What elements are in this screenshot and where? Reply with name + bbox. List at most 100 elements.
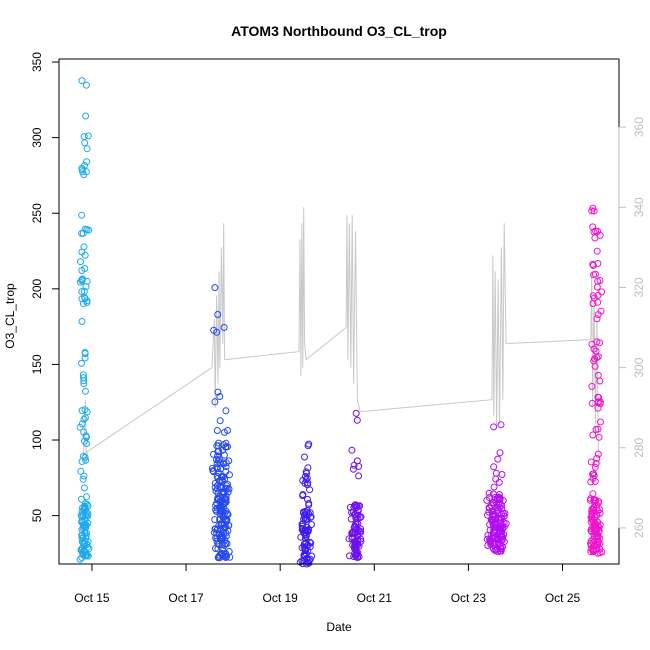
data-point bbox=[82, 81, 90, 89]
data-point bbox=[588, 207, 596, 215]
data-point bbox=[597, 307, 605, 315]
data-point bbox=[81, 500, 89, 508]
data-point bbox=[80, 547, 87, 555]
data-point bbox=[214, 545, 222, 553]
data-point bbox=[345, 535, 353, 543]
data-point bbox=[213, 442, 221, 450]
data-point bbox=[83, 158, 91, 166]
right-tick-label: 300 bbox=[632, 357, 646, 377]
data-point bbox=[81, 265, 89, 272]
data-point bbox=[214, 452, 222, 460]
data-point bbox=[357, 535, 365, 543]
data-point bbox=[348, 446, 356, 454]
data-point bbox=[223, 540, 231, 548]
data-point bbox=[483, 496, 491, 504]
data-point bbox=[81, 406, 89, 414]
data-point bbox=[78, 516, 86, 524]
data-point bbox=[591, 463, 599, 471]
data-point bbox=[491, 519, 499, 527]
data-point bbox=[596, 549, 604, 557]
data-point bbox=[81, 139, 89, 147]
ozone-line-layer bbox=[83, 207, 601, 464]
data-point bbox=[83, 493, 90, 501]
data-point bbox=[598, 288, 606, 296]
data-point bbox=[215, 531, 223, 539]
data-point bbox=[493, 506, 501, 514]
data-point bbox=[81, 225, 89, 233]
right-tick-label: 340 bbox=[632, 197, 646, 217]
data-point bbox=[224, 480, 232, 488]
data-point bbox=[78, 295, 86, 303]
data-point bbox=[307, 513, 315, 521]
data-point bbox=[490, 511, 498, 519]
data-point bbox=[593, 501, 600, 509]
data-point bbox=[77, 258, 84, 266]
data-point bbox=[216, 515, 224, 523]
x-tick-label: Oct 21 bbox=[357, 591, 393, 605]
y-tick-label: 300 bbox=[30, 127, 44, 147]
data-point bbox=[501, 509, 509, 517]
series-4 bbox=[345, 409, 365, 562]
data-point bbox=[300, 540, 308, 548]
data-point bbox=[350, 461, 358, 469]
data-point bbox=[78, 276, 86, 284]
data-point bbox=[81, 350, 89, 357]
data-point bbox=[214, 456, 222, 464]
y-axis-label: O3_CL_trop bbox=[3, 283, 17, 349]
data-point bbox=[490, 463, 498, 471]
data-point bbox=[83, 145, 91, 153]
data-point bbox=[590, 228, 598, 236]
data-point bbox=[595, 433, 603, 441]
data-point bbox=[500, 519, 508, 527]
data-point bbox=[78, 248, 86, 256]
data-point bbox=[304, 528, 312, 536]
data-point bbox=[497, 533, 505, 541]
data-point bbox=[487, 541, 495, 548]
data-point bbox=[592, 426, 600, 433]
data-point bbox=[348, 529, 356, 536]
data-point bbox=[496, 494, 504, 502]
data-point bbox=[225, 485, 233, 493]
points-layer bbox=[76, 77, 606, 568]
data-point bbox=[296, 558, 304, 566]
data-point bbox=[82, 456, 90, 464]
data-point bbox=[587, 478, 595, 486]
data-point bbox=[350, 530, 358, 538]
data-point bbox=[489, 532, 497, 540]
data-point bbox=[82, 387, 89, 395]
data-point bbox=[592, 460, 600, 467]
data-point bbox=[300, 543, 308, 551]
data-point bbox=[219, 534, 227, 542]
data-point bbox=[302, 550, 310, 558]
data-point bbox=[498, 530, 506, 538]
data-point bbox=[489, 499, 497, 507]
data-point bbox=[222, 443, 230, 451]
data-point bbox=[303, 469, 311, 477]
data-point bbox=[299, 491, 307, 498]
data-point bbox=[213, 465, 221, 473]
y-tick-label: 150 bbox=[30, 354, 44, 374]
data-point bbox=[78, 211, 86, 219]
data-point bbox=[589, 470, 597, 478]
data-point bbox=[498, 505, 506, 513]
data-point bbox=[211, 525, 219, 533]
data-point bbox=[221, 524, 229, 532]
data-point bbox=[78, 538, 86, 546]
data-point bbox=[76, 423, 84, 431]
data-point bbox=[222, 407, 230, 415]
data-point bbox=[587, 518, 595, 526]
data-point bbox=[492, 546, 500, 554]
right-tick-label: 320 bbox=[632, 277, 646, 297]
x-axis: Oct 15 Oct 17 Oct 19 Oct 21 Oct 23 Oct 25 bbox=[74, 563, 581, 605]
data-point bbox=[594, 260, 602, 267]
data-point bbox=[78, 359, 85, 367]
data-point bbox=[595, 394, 603, 401]
x-axis-label: Date bbox=[326, 620, 352, 634]
data-point bbox=[77, 512, 85, 520]
data-point bbox=[211, 284, 219, 292]
data-point bbox=[490, 483, 498, 491]
data-point bbox=[298, 520, 306, 528]
data-point bbox=[594, 450, 602, 458]
data-point bbox=[220, 473, 227, 481]
